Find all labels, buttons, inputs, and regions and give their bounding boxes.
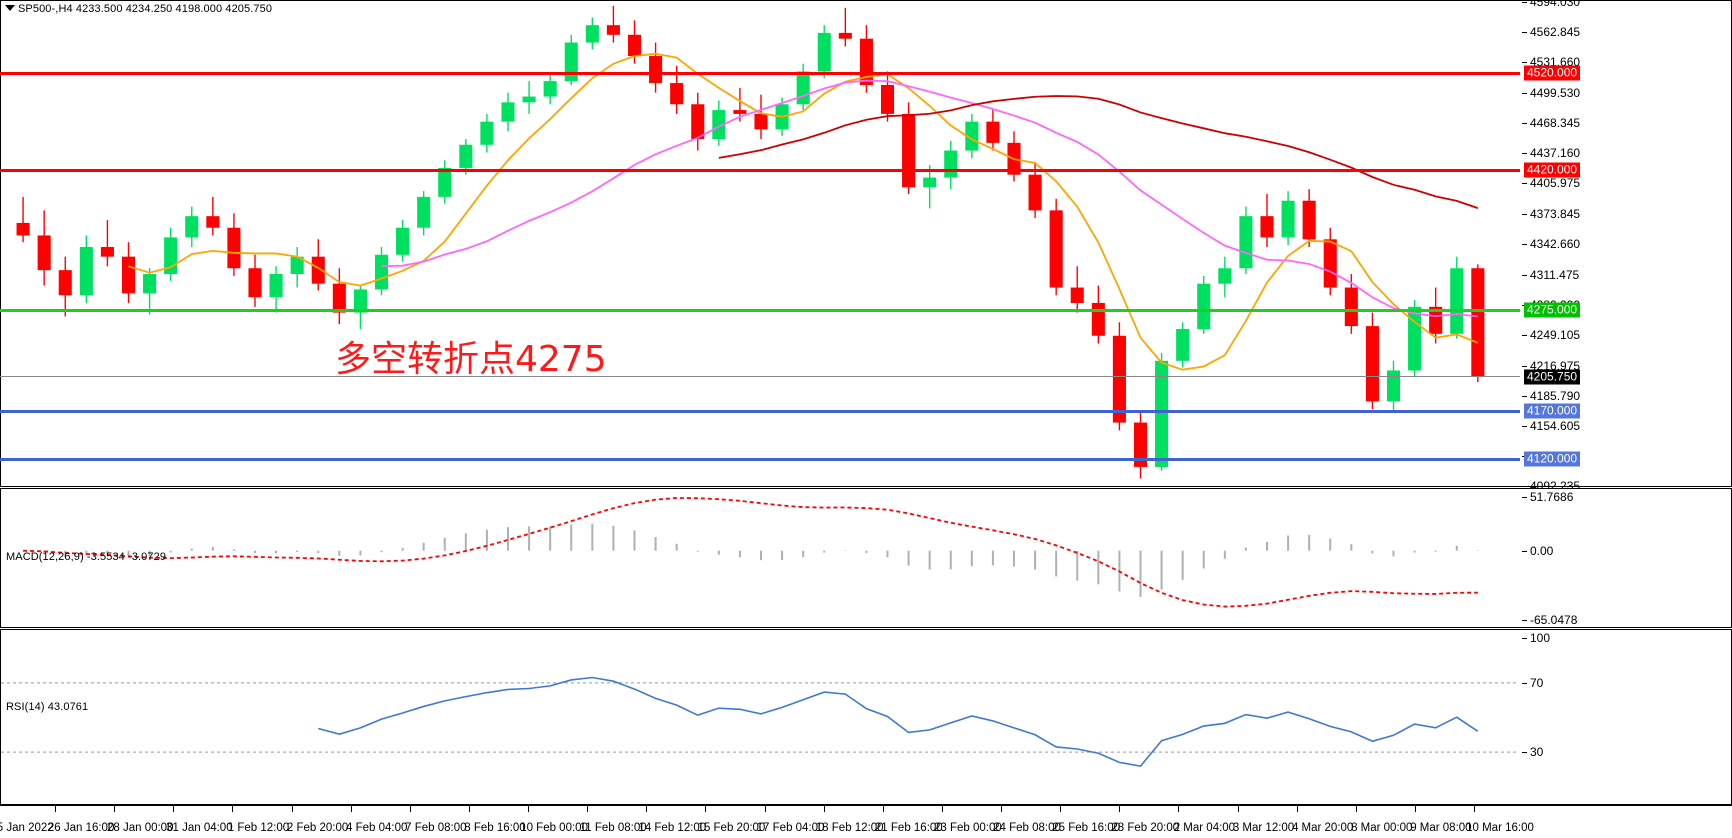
time-tick — [409, 806, 411, 812]
price-tick: 4468.345 — [1521, 116, 1581, 131]
time-label: 25 Feb 16:00 — [1052, 822, 1121, 834]
time-label: 31 Jan 04:00 — [166, 822, 233, 834]
time-label: 3 Mar 12:00 — [1232, 822, 1295, 834]
price-tick: 4249.105 — [1521, 327, 1581, 342]
rsi-scale: 100 70 30 — [1520, 629, 1732, 805]
time-tick — [882, 806, 884, 812]
price-tick: 4531.660 — [1521, 55, 1581, 70]
price-tick: 4594.030 — [1521, 0, 1580, 9]
macd-scale: 51.7686 0.00 -65.0478 — [1520, 488, 1732, 628]
time-label: 26 Jan 16:00 — [47, 822, 115, 834]
time-tick — [764, 806, 766, 812]
time-tick — [1119, 806, 1121, 812]
chart-symbol-header: SP500-,H4 4233.500 4234.250 4198.000 420… — [18, 3, 273, 15]
time-tick — [1237, 806, 1239, 812]
time-label: 4 Mar 20:00 — [1291, 822, 1354, 834]
price-tick: 4499.530 — [1521, 86, 1581, 101]
time-tick — [941, 806, 943, 812]
time-label: 8 Feb 16:00 — [464, 822, 526, 834]
time-label: 25 Jan 2022 — [0, 822, 54, 834]
time-label: 2 Mar 04:00 — [1173, 822, 1236, 834]
macd-plot-layer — [23, 497, 1479, 608]
time-label: 14 Feb 12:00 — [638, 822, 707, 834]
time-tick — [823, 806, 825, 812]
price-level-line[interactable] — [0, 458, 1520, 462]
price-level-line[interactable] — [0, 308, 1520, 312]
time-tick — [350, 806, 352, 812]
collapse-arrow-icon[interactable] — [5, 5, 15, 11]
price-level-label[interactable]: 4420.000 — [1524, 162, 1581, 178]
time-label: 10 Feb 00:00 — [520, 822, 588, 834]
time-label: 8 Mar 00:00 — [1351, 822, 1413, 834]
price-level-line[interactable] — [0, 72, 1520, 76]
time-tick — [587, 806, 589, 812]
time-tick — [173, 806, 175, 812]
price-level-label[interactable]: 4120.000 — [1524, 451, 1581, 467]
rsi-plot-layer — [1, 676, 1519, 767]
time-tick — [528, 806, 530, 812]
time-tick — [705, 806, 707, 812]
macd-tick: 51.7686 — [1521, 490, 1574, 504]
price-tick: 4154.605 — [1521, 418, 1581, 433]
time-tick — [114, 806, 116, 812]
price-tick: 4437.160 — [1521, 146, 1581, 161]
time-label: 2 Feb 20:00 — [286, 822, 349, 834]
time-label: 24 Feb 08:00 — [993, 822, 1061, 834]
time-label: 17 Feb 04:00 — [756, 822, 825, 834]
macd-panel[interactable] — [0, 488, 1521, 628]
rsi-tick: 100 — [1521, 631, 1551, 645]
price-level-label[interactable]: 4170.000 — [1524, 403, 1581, 419]
time-label: 21 Feb 16:00 — [874, 822, 943, 834]
time-label: 15 Feb 20:00 — [697, 822, 766, 834]
time-label: 1 Feb 12:00 — [227, 822, 290, 834]
price-level-line[interactable] — [0, 409, 1520, 413]
time-tick — [291, 806, 293, 812]
time-tick — [232, 806, 234, 812]
price-level-label[interactable]: 4205.750 — [1524, 369, 1581, 384]
time-tick — [1474, 806, 1475, 812]
macd-title: MACD(12,26,9) -3.5534 -3.0729 — [6, 551, 167, 563]
time-tick — [1414, 806, 1416, 812]
price-tick: 4311.475 — [1521, 267, 1580, 282]
time-label: 7 Feb 08:00 — [405, 822, 467, 834]
price-level-line[interactable] — [0, 168, 1520, 172]
price-level-line[interactable] — [0, 375, 1520, 377]
time-label: 28 Jan 00:00 — [106, 822, 174, 834]
time-tick — [646, 806, 648, 812]
time-label: 11 Feb 08:00 — [579, 822, 647, 834]
price-tick: 4185.790 — [1521, 388, 1581, 403]
time-tick — [1060, 806, 1062, 812]
time-label: 4 Feb 04:00 — [346, 822, 408, 834]
time-label: 18 Feb 12:00 — [815, 822, 884, 834]
price-level-label[interactable]: 4275.000 — [1524, 302, 1581, 318]
price-scale[interactable]: 4594.030 4562.845 4531.660 4499.530 4468.345… — [1520, 0, 1732, 493]
rsi-tick: 70 — [1521, 675, 1544, 690]
time-tick — [468, 806, 470, 812]
time-label: 23 Feb 00:00 — [934, 822, 1002, 834]
rsi-title: RSI(14) 43.0761 — [6, 701, 89, 713]
time-tick — [1296, 806, 1298, 812]
macd-tick: 0.00 — [1521, 543, 1554, 558]
price-tick: 4405.975 — [1521, 176, 1581, 191]
time-tick — [1001, 806, 1003, 812]
price-tick: 4342.660 — [1521, 237, 1581, 252]
chart-annotation-text: 多空转折点4275 — [335, 339, 607, 380]
time-label: 10 Mar 16:00 — [1466, 822, 1534, 834]
macd-tick: -65.0478 — [1521, 613, 1578, 627]
price-candles-layer — [16, 5, 1485, 479]
rsi-panel[interactable] — [0, 629, 1521, 805]
time-tick — [1178, 806, 1180, 812]
rsi-tick: 30 — [1521, 745, 1544, 760]
time-tick — [1355, 806, 1357, 812]
price-tick: 4373.845 — [1521, 207, 1581, 222]
price-level-label[interactable]: 4520.000 — [1524, 65, 1581, 81]
time-label: 28 Feb 20:00 — [1111, 822, 1180, 834]
price-tick: 4562.845 — [1521, 25, 1581, 40]
price-chart-panel[interactable] — [0, 0, 1521, 487]
time-tick — [55, 806, 57, 812]
time-label: 9 Mar 08:00 — [1410, 822, 1472, 834]
